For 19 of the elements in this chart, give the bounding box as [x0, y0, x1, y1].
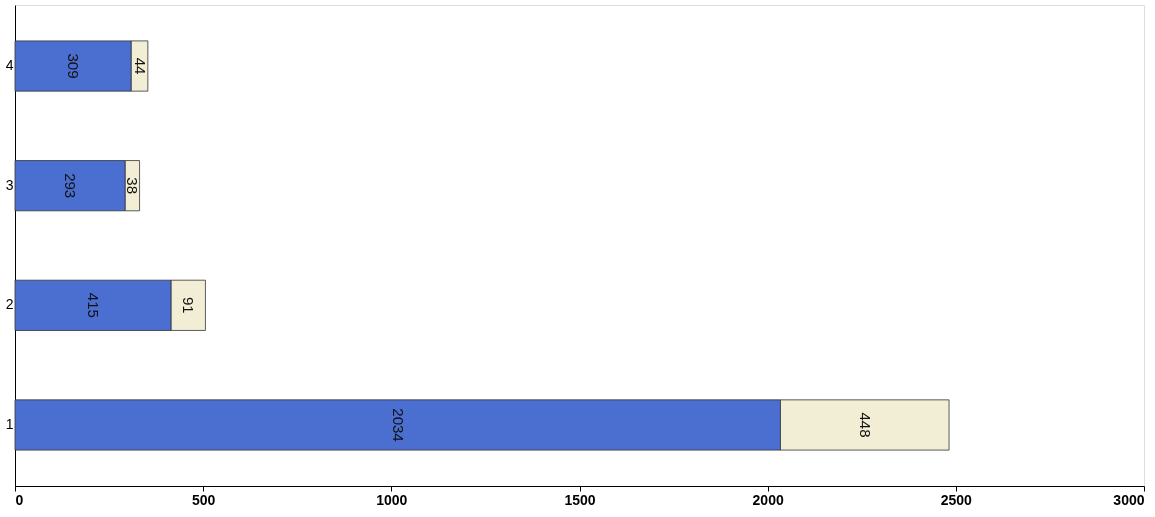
x-tick-label: 0 — [15, 491, 24, 508]
x-tick-label: 2500 — [940, 491, 973, 508]
x-tick-label: 2000 — [752, 491, 784, 508]
x-tick-label: 3000 — [1113, 491, 1145, 508]
data-label: 309 — [65, 53, 83, 79]
data-label: 448 — [856, 412, 874, 438]
data-label: 38 — [124, 177, 142, 195]
data-label: 415 — [85, 292, 103, 318]
y-tick-label: 4 — [5, 57, 14, 74]
data-label: 293 — [62, 173, 80, 199]
x-tick-label: 1000 — [376, 491, 408, 508]
y-tick-label: 2 — [5, 296, 14, 313]
data-label: 44 — [131, 57, 149, 75]
data-label: 91 — [180, 296, 198, 314]
y-tick-label: 1 — [5, 415, 14, 432]
x-tick-label: 1500 — [564, 491, 596, 508]
data-label: 2034 — [389, 408, 407, 442]
y-tick-label: 3 — [5, 176, 14, 193]
x-tick-label: 500 — [191, 491, 216, 508]
